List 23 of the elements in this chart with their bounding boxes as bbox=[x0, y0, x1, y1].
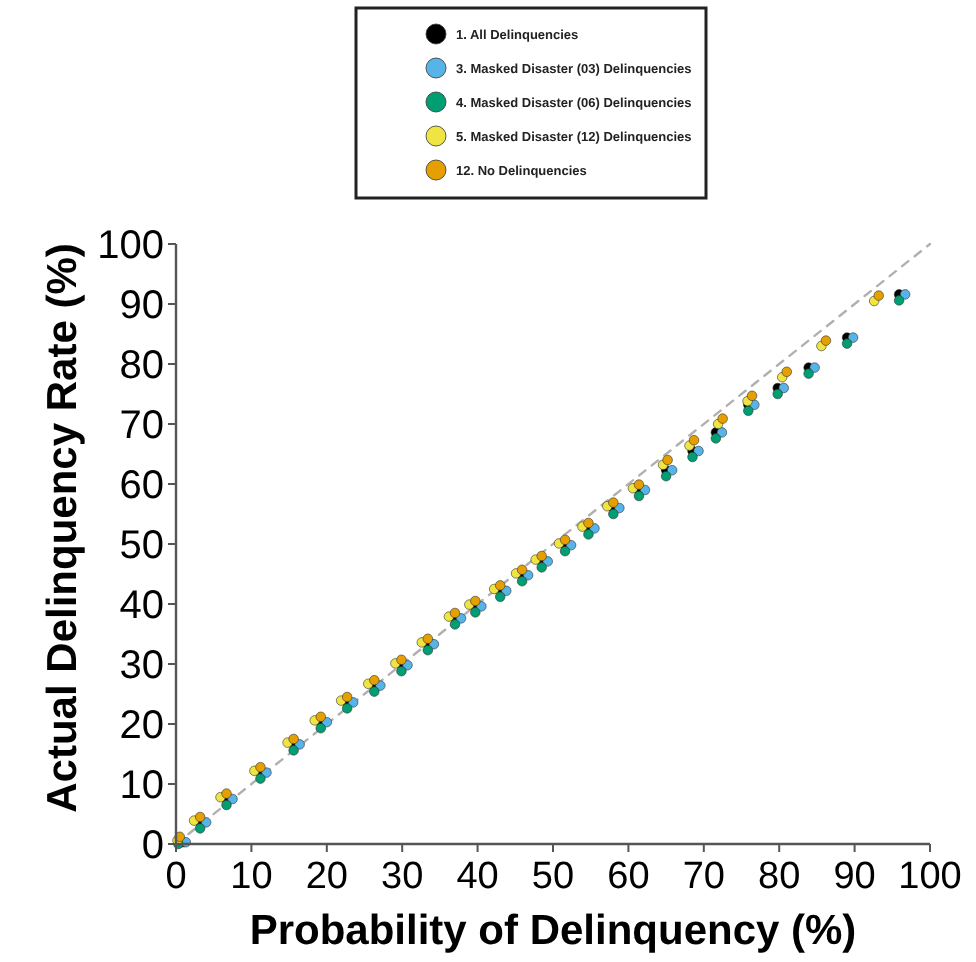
y-tick-label: 30 bbox=[119, 644, 164, 689]
y-tick-label: 20 bbox=[119, 704, 164, 749]
x-tick-label: 20 bbox=[305, 856, 348, 898]
x-tick-label: 50 bbox=[531, 856, 575, 898]
y-tick-label: 80 bbox=[119, 344, 164, 389]
x-tick-label: 40 bbox=[456, 856, 499, 898]
y-tick-label: 60 bbox=[119, 464, 164, 509]
x-tick-label: 10 bbox=[230, 856, 273, 898]
x-tick-label: 70 bbox=[682, 856, 725, 898]
x-tick-label: 90 bbox=[833, 856, 876, 898]
y-tick-label: 70 bbox=[119, 404, 164, 449]
y-tick-label: 100 bbox=[97, 224, 164, 269]
y-tick-label: 90 bbox=[119, 284, 164, 329]
y-tick-label: 10 bbox=[119, 764, 164, 809]
y-tick-label: 50 bbox=[119, 524, 164, 569]
y-tick-label: 0 bbox=[141, 824, 164, 869]
x-tick-label: 80 bbox=[758, 856, 801, 898]
x-tick-label: 100 bbox=[898, 856, 962, 898]
x-tick-label: 30 bbox=[381, 856, 424, 898]
x-axis-title: Probability of Delinquency (%) bbox=[249, 908, 857, 954]
y-axis-title: Actual Delinquency Rate (%) bbox=[40, 243, 86, 813]
y-tick-label: 40 bbox=[119, 584, 164, 629]
x-tick-label: 60 bbox=[607, 856, 650, 898]
